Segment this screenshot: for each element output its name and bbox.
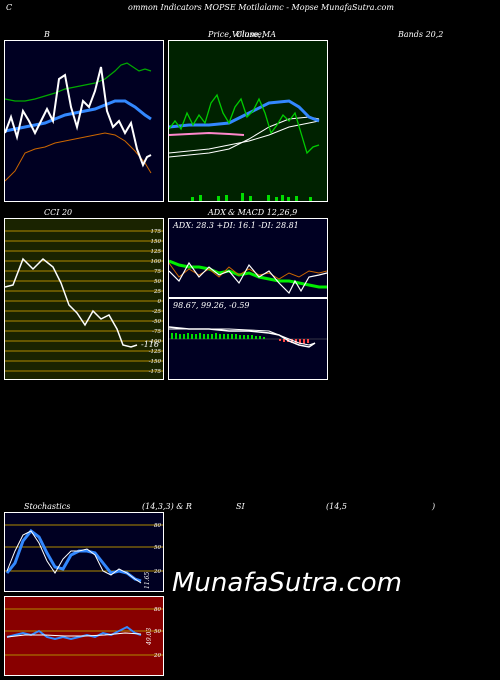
cci-tick: 0	[158, 299, 162, 305]
cci-tick: 150	[151, 239, 162, 245]
macd-histogram	[171, 333, 265, 339]
adx-readout: ADX: 28.3 +DI: 16.1 -DI: 28.81	[173, 221, 299, 230]
cci-tick: -50	[152, 319, 161, 325]
stoch-k-line	[6, 530, 142, 584]
lower-band-line	[5, 132, 152, 182]
cci-tick-labels: 175 150 125 100 75 50 25 0 -25 -50 -75 -…	[149, 229, 162, 375]
ma-long-line	[169, 120, 320, 154]
cci-tick: -100	[149, 339, 162, 345]
ma-pink-line	[169, 131, 245, 136]
adx-panel: ADX: 28.3 +DI: 16.1 -DI: 28.81	[168, 218, 328, 298]
adx-chart	[169, 259, 327, 295]
cci-tick: 75	[154, 269, 161, 275]
plus-di-line	[169, 261, 327, 295]
stoch-tick: 20	[153, 569, 161, 575]
rsi-params: (14,5	[326, 502, 347, 511]
cci-tick: 175	[151, 229, 162, 235]
upper-band-line	[5, 62, 152, 102]
stochastics-params: (14,3,3) & R	[142, 502, 192, 511]
cci-line	[5, 257, 138, 348]
macd-line	[169, 326, 316, 348]
stochastics-label: Stochastics	[24, 502, 71, 511]
ma-mid-line	[169, 116, 320, 158]
rsi-tick: 50	[154, 629, 161, 635]
rsi-si-label: SI	[236, 502, 245, 511]
stoch-value: 11.65	[144, 572, 151, 589]
bbands-label: B	[44, 30, 50, 39]
cci-tick: -125	[149, 349, 162, 355]
adx-line	[169, 259, 327, 289]
cci-label: CCI 20	[44, 208, 73, 217]
cci-chart: 175 150 125 100 75 50 25 0 -25 -50 -75 -…	[5, 229, 163, 375]
volume-label: Volume,	[232, 30, 265, 39]
bands-label: Bands 20,2	[398, 30, 444, 39]
macd-chart	[169, 326, 327, 348]
rsi-gridlines	[5, 608, 163, 656]
cci-gridlines	[5, 230, 163, 372]
cci-tick: 100	[151, 259, 162, 265]
price-volume-panel	[168, 40, 328, 202]
ma-label: MA	[262, 30, 276, 39]
rsi-tick: 20	[153, 653, 161, 659]
cci-tick: -75	[152, 329, 161, 335]
cci-tick: 125	[151, 249, 162, 255]
minus-di-line	[169, 262, 327, 280]
stochastics-tick-labels: 80 50 20	[153, 523, 161, 575]
cci-tick: -25	[152, 309, 161, 315]
macd-panel: 98.67, 99.26, -0.59	[168, 298, 328, 380]
ma-blue-line	[169, 99, 320, 129]
rsi-value: 49.03	[146, 628, 153, 646]
rsi-params-close: )	[432, 502, 436, 511]
stoch-tick: 50	[154, 545, 161, 551]
rsi-tick: 80	[154, 607, 161, 613]
macd-readout: 98.67, 99.26, -0.59	[173, 301, 250, 310]
rsi-panel: 80 50 20 49.03	[4, 596, 164, 676]
stochastics-chart: 80 50 20 11.65	[5, 523, 163, 589]
stochastics-panel: 80 50 20 11.65	[4, 512, 164, 592]
cci-tick: 50	[154, 279, 161, 285]
rsi-tick-labels: 80 50 20	[153, 607, 161, 659]
stoch-d-line	[5, 528, 142, 583]
stoch-tick: 80	[154, 523, 161, 529]
stochastics-gridlines	[5, 524, 163, 572]
bollinger-panel	[4, 40, 164, 202]
volume-bars	[191, 193, 312, 201]
cci-tick: 25	[153, 289, 161, 295]
price-volume-chart	[169, 93, 320, 201]
price-label: Price,	[208, 30, 232, 39]
munafasutra-brand: MunafaSutra.com	[172, 568, 403, 598]
header-c: C	[6, 3, 13, 12]
close-label: Close,	[236, 30, 261, 39]
adx-label: ADX	[208, 208, 226, 217]
page-title: ommon Indicators MOPSE Motilalamc - Mops…	[128, 3, 394, 12]
bollinger-chart	[5, 62, 152, 182]
macd-label: & MACD 12,26,9	[228, 208, 298, 217]
cci-value: -116	[141, 340, 159, 349]
close-price-line	[169, 93, 320, 155]
rsi-chart: 80 50 20 49.03	[5, 607, 163, 659]
cci-tick: -175	[149, 369, 162, 375]
price-line	[5, 66, 152, 168]
cci-tick: -150	[149, 359, 162, 365]
rsi-ma-line	[6, 632, 142, 638]
cci-panel: 175 150 125 100 75 50 25 0 -25 -50 -75 -…	[4, 218, 164, 380]
